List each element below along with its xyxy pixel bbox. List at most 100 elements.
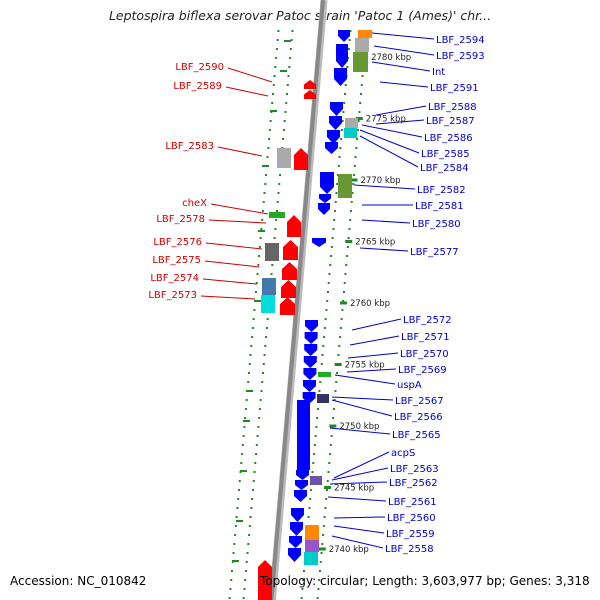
ring-dot [343, 102, 346, 104]
ring-dot [282, 129, 285, 131]
ring-dot [334, 390, 337, 392]
ring-dot [277, 30, 280, 32]
gene-label: LBF_2572 [403, 315, 452, 326]
ring-dot [275, 57, 278, 59]
ring-dot [230, 570, 233, 572]
ring-dot [257, 426, 260, 428]
forward-gene-arrow [283, 240, 298, 260]
gene-segment-gray [355, 38, 369, 52]
ring-dot [253, 471, 256, 473]
ring-dot [344, 273, 347, 275]
label-leader-line [359, 129, 420, 154]
label-leader-line [359, 135, 419, 168]
ring-dot [268, 129, 271, 131]
gene-segment-steel [262, 278, 276, 295]
ring-dot [248, 372, 251, 374]
label-leader-line [373, 45, 435, 56]
gene-label: LBF_2573 [148, 290, 197, 301]
reverse-gene-arrow [319, 194, 331, 203]
ring-dot [273, 237, 276, 239]
scale-tick [334, 363, 342, 366]
ring-dot [251, 489, 254, 491]
ring-dot [260, 228, 263, 230]
ring-dot [263, 354, 266, 356]
ring-dot [335, 381, 338, 383]
scale-tick [345, 240, 353, 243]
scale-tick [329, 424, 337, 428]
ring-dot [332, 417, 335, 419]
ring-dot [317, 588, 320, 590]
ring-dot [242, 435, 245, 437]
ring-dot [250, 345, 253, 347]
ring-dot [325, 489, 328, 491]
gene-label: LBF_2584 [420, 163, 469, 174]
ring-dot [271, 264, 274, 266]
ring-dot [356, 138, 359, 140]
gene-segment-olive [338, 174, 352, 198]
gene-label: LBF_2594 [436, 35, 485, 46]
gene-segment-orange [305, 525, 319, 540]
ring-dot [244, 570, 247, 572]
ring-dot [326, 300, 329, 302]
reverse-gene-arrow [318, 203, 330, 215]
ring-dot [324, 507, 327, 509]
ring-dash [270, 110, 277, 112]
ring-dot [243, 426, 246, 428]
gene-label: LBF_2582 [417, 185, 466, 196]
ring-dot [322, 534, 325, 536]
ring-dot [258, 417, 261, 419]
backbone-line [269, 0, 325, 600]
ring-dot [334, 201, 337, 203]
ring-dot [357, 120, 360, 122]
topology-text: Topology: circular; Length: 3,603,977 bp… [260, 574, 590, 588]
ring-dot [339, 336, 342, 338]
label-leader-line [379, 81, 429, 88]
ring-dot [233, 543, 236, 545]
ring-dot [329, 444, 332, 446]
reverse-gene-arrow [294, 490, 307, 502]
reverse-gene-arrow [329, 116, 342, 130]
label-leader-line [359, 247, 409, 252]
ring-dot [278, 183, 281, 185]
ring-dot [300, 597, 303, 599]
ring-dot [324, 318, 327, 320]
gene-label: cheX [182, 198, 207, 209]
reverse-gene-arrow [291, 508, 304, 522]
ring-dot [279, 174, 282, 176]
label-leader-line [346, 368, 397, 373]
ring-dot [360, 84, 363, 86]
scale-tick [318, 547, 326, 551]
ring-dash [243, 420, 250, 422]
gene-label: LBF_2577 [410, 247, 459, 258]
ring-dot [343, 282, 346, 284]
ring-dot [277, 192, 280, 194]
ring-dot [237, 498, 240, 500]
ring-dot [356, 129, 359, 131]
scale-tick [324, 486, 332, 489]
label-leader-line [361, 219, 411, 224]
ring-dot [360, 93, 363, 95]
ring-dot [247, 543, 250, 545]
gene-segment-olive [353, 52, 368, 72]
reverse-gene-arrow [289, 536, 302, 548]
reverse-gene-arrow [312, 238, 326, 247]
ring-dot [319, 561, 322, 563]
ring-dot [345, 264, 348, 266]
scale-ticks: 2780 kbp 2775 kbp 2770 kbp 2765 kbp 2760 kbp… [318, 53, 411, 555]
ring-dot [283, 120, 286, 122]
scale-tick-label: 2745 kbp [334, 484, 374, 494]
ring-dot [332, 408, 335, 410]
backbone-group [268, 0, 328, 600]
ring-dot [265, 336, 268, 338]
label-leader-line [371, 61, 431, 72]
ring-dot [288, 66, 291, 68]
ring-dot [333, 399, 336, 401]
ring-dot [273, 75, 276, 77]
ring-dot [272, 93, 275, 95]
gene-label: LBF_2567 [395, 396, 444, 407]
gene-segment-navy [317, 394, 329, 403]
ring-dash [284, 40, 291, 42]
ring-dot [269, 120, 272, 122]
ring-dot [344, 84, 347, 86]
